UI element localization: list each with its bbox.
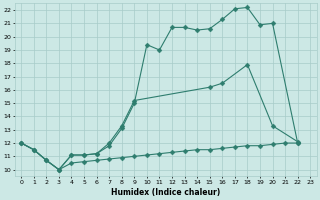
X-axis label: Humidex (Indice chaleur): Humidex (Indice chaleur) — [111, 188, 220, 197]
